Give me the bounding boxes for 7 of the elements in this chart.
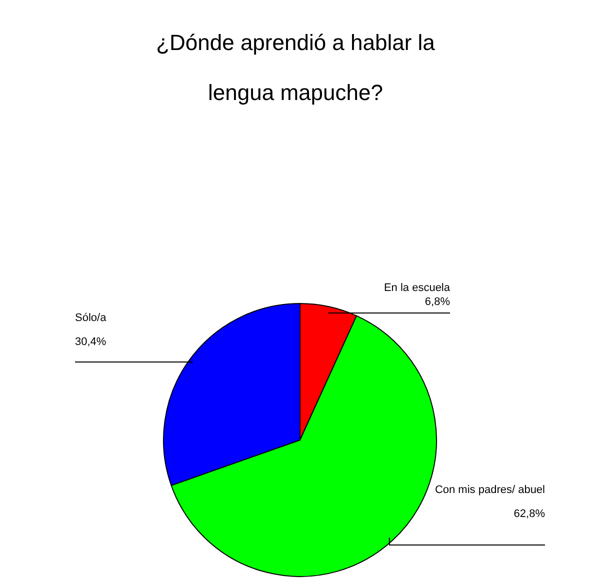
data-label: 62,8% [514, 508, 546, 520]
chart-title: ¿Dónde aprendió a hablar la lengua mapuche? [155, 29, 436, 107]
slice-label: Sólo/a [75, 312, 108, 324]
slice-label: En la escuela [384, 282, 451, 294]
data-label: 30,4% [75, 336, 106, 348]
data-label: 6,8% [424, 296, 450, 308]
slice-label: Con mis padres/ abuel [434, 484, 545, 496]
